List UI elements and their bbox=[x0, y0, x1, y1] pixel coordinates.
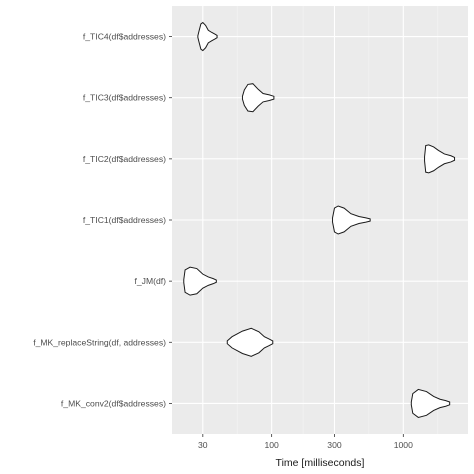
x-tick-label: 100 bbox=[264, 440, 279, 450]
y-tick-label: f_MK_replaceString(df, addresses) bbox=[33, 337, 166, 347]
violin-0 bbox=[197, 21, 218, 52]
violin-6 bbox=[410, 388, 451, 418]
y-tick-label: f_TIC1(df$addresses) bbox=[83, 215, 166, 225]
y-tick-label: f_MK_conv2(df$addresses) bbox=[61, 398, 166, 408]
x-tick-label: 30 bbox=[198, 440, 208, 450]
x-axis: 30 100 300 1000 bbox=[198, 434, 413, 450]
x-axis-title: Time [milliseconds] bbox=[276, 457, 365, 469]
y-tick-label: f_TIC2(df$addresses) bbox=[83, 154, 166, 164]
x-tick-label: 1000 bbox=[394, 440, 413, 450]
major-gridlines bbox=[172, 6, 468, 434]
violin-1 bbox=[241, 83, 275, 113]
y-tick-label: f_JM(df) bbox=[134, 276, 166, 286]
y-axis: f_TIC4(df$addresses) f_TIC3(df$addresses)… bbox=[33, 32, 172, 408]
violin-3 bbox=[332, 205, 371, 235]
y-tick-label: f_TIC4(df$addresses) bbox=[83, 32, 166, 42]
violins bbox=[183, 21, 456, 418]
x-tick-label: 300 bbox=[327, 440, 342, 450]
violin-5 bbox=[226, 327, 274, 357]
violin-2 bbox=[424, 144, 456, 174]
violin-4 bbox=[183, 266, 217, 296]
y-tick-label: f_TIC3(df$addresses) bbox=[83, 93, 166, 103]
